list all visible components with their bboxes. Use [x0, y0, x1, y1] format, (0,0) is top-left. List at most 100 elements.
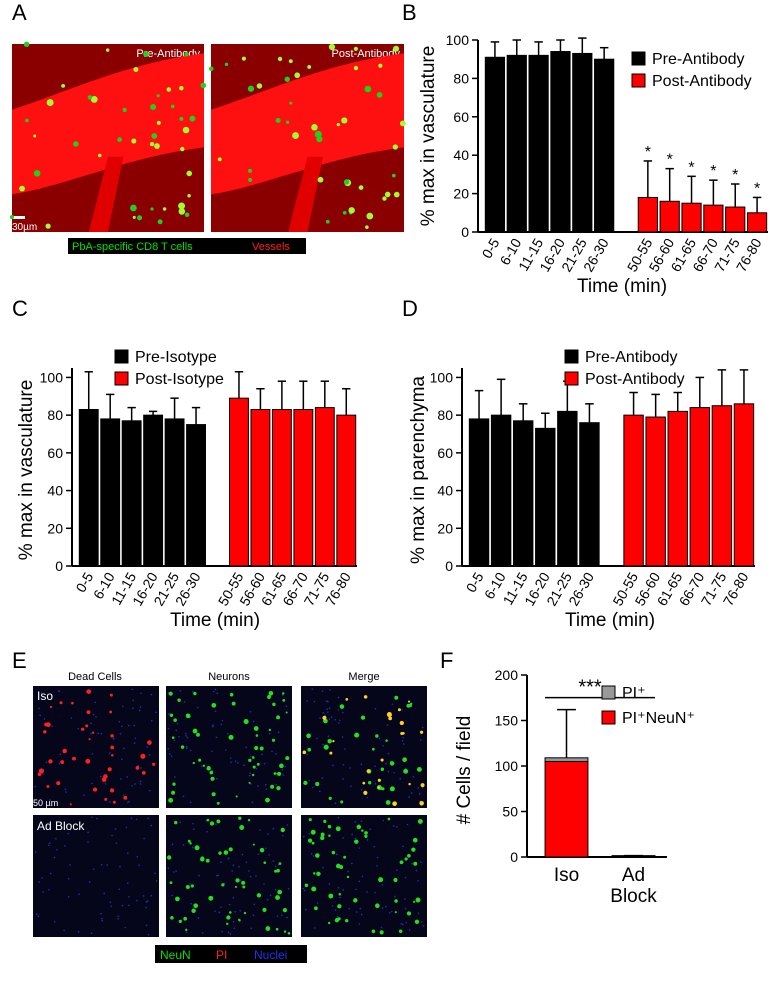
cell [376, 91, 383, 98]
bar [314, 407, 335, 567]
dot [348, 907, 351, 910]
cell [379, 930, 384, 935]
error-bar [490, 41, 500, 58]
dot [63, 929, 65, 932]
dot [417, 880, 419, 882]
cell [192, 728, 198, 734]
cell [184, 52, 189, 57]
dot [77, 931, 80, 933]
dot [281, 834, 284, 837]
error-bar [687, 175, 696, 204]
dot [133, 724, 136, 727]
panel-label: B [402, 0, 417, 25]
dot [192, 822, 194, 825]
dot [342, 778, 344, 780]
cell [229, 692, 234, 697]
cell [386, 712, 392, 718]
dot [173, 776, 176, 778]
legend-swatch [564, 349, 579, 364]
dot [212, 690, 215, 693]
dot [329, 689, 331, 691]
cell [327, 921, 331, 925]
cell [88, 738, 91, 741]
dot [245, 746, 248, 749]
dot [241, 853, 244, 856]
dot [373, 845, 376, 848]
dot [266, 898, 269, 901]
cell [193, 903, 199, 909]
dot [56, 848, 58, 851]
bar [528, 54, 549, 233]
y-tick-label: 100 [495, 758, 519, 774]
cell [399, 720, 404, 726]
dot [337, 887, 340, 889]
dot [34, 785, 36, 788]
cell [259, 847, 265, 853]
cell [289, 101, 293, 105]
cell [59, 701, 63, 705]
cell [345, 697, 349, 701]
cell [402, 757, 407, 763]
dot [131, 688, 134, 691]
dot [390, 910, 393, 913]
dot [253, 903, 256, 906]
legend-label: Pre-Antibody [585, 349, 678, 366]
dot [306, 700, 308, 702]
cell [46, 785, 50, 788]
cell [150, 104, 157, 110]
dot [175, 870, 177, 872]
cell [38, 768, 45, 774]
dot [326, 708, 328, 710]
cell [168, 691, 173, 696]
dot [114, 828, 117, 830]
dot [155, 711, 157, 714]
dot [378, 737, 381, 740]
dot [318, 790, 321, 793]
dot [120, 778, 122, 780]
dot [47, 844, 50, 847]
panel-label: C [12, 296, 28, 321]
dot [49, 872, 52, 875]
legend-label: Pre-Antibody [652, 51, 745, 68]
dot [402, 743, 405, 745]
error-bar [717, 369, 727, 406]
dot [191, 691, 194, 693]
dot [38, 707, 40, 710]
error-bar [191, 406, 201, 425]
scale-label: 30µm [12, 222, 37, 233]
dot [136, 899, 138, 902]
bar [557, 410, 578, 567]
cell [408, 782, 411, 786]
cell [302, 750, 307, 755]
cell [223, 850, 229, 855]
dot [230, 761, 232, 764]
cell [394, 911, 397, 914]
cell [346, 875, 350, 879]
cell [177, 698, 181, 702]
cell [322, 715, 327, 720]
dot [140, 767, 142, 769]
cell [48, 759, 53, 764]
cell [331, 850, 336, 855]
dot [272, 860, 275, 862]
cell [87, 95, 93, 100]
dot [189, 749, 192, 752]
cell [311, 841, 315, 845]
dot [139, 783, 142, 785]
micrograph [301, 686, 427, 808]
cell [394, 695, 399, 700]
cell [311, 124, 318, 131]
cell [270, 784, 275, 789]
cell [282, 699, 286, 702]
dot [275, 783, 277, 786]
dot [111, 834, 113, 837]
dot [100, 863, 103, 866]
cell [377, 778, 381, 782]
dot [211, 750, 213, 753]
dot [41, 877, 43, 879]
bar [78, 408, 99, 567]
dot [274, 888, 277, 891]
panel-label: D [402, 296, 418, 321]
dot [274, 865, 277, 868]
dot [185, 732, 187, 735]
